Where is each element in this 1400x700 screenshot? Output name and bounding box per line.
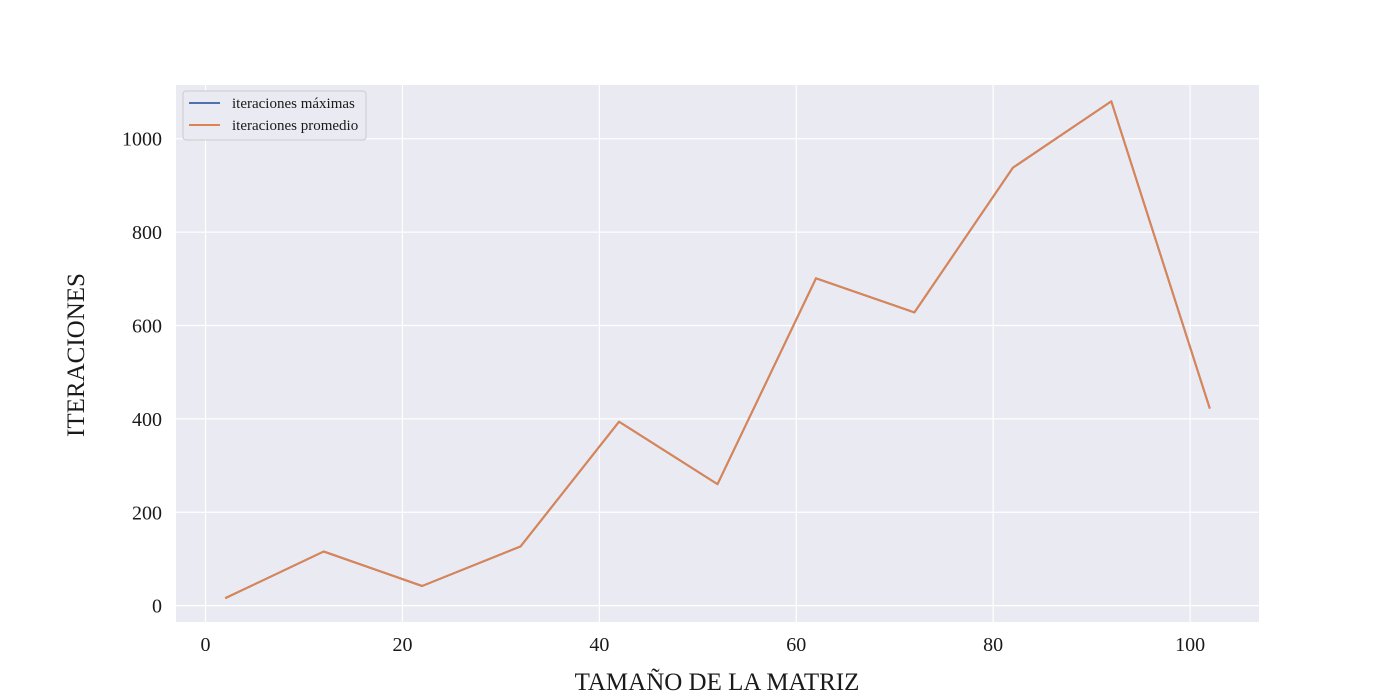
y-tick-label: 800 [132,222,162,244]
y-tick-label: 0 [152,596,162,618]
x-tick-label: 100 [1175,634,1205,656]
x-axis-label: TAMAÑO DE LA MATRIZ [575,668,860,696]
legend: iteraciones máximas iteraciones promedio [182,90,367,141]
y-tick-labels: 0 200 400 600 800 1000 [122,129,162,618]
y-axis-label: ITERACIONES [63,273,90,437]
x-tick-label: 80 [983,634,1003,656]
x-tick-labels: 0 20 40 60 80 100 [201,634,1206,656]
x-tick-label: 0 [201,634,211,656]
x-tick-label: 20 [392,634,412,656]
plot-background [176,85,1259,622]
y-tick-label: 200 [132,502,162,524]
y-tick-label: 400 [132,409,162,431]
legend-box [182,90,367,141]
legend-label-promedio: iteraciones promedio [232,118,358,134]
x-tick-label: 60 [786,634,806,656]
x-tick-label: 40 [589,634,609,656]
legend-label-maximas: iteraciones máximas [232,96,355,112]
series-line-promedio [224,100,1211,600]
y-tick-label: 1000 [122,129,162,151]
series-lines [224,100,1211,600]
y-tick-label: 600 [132,315,162,337]
